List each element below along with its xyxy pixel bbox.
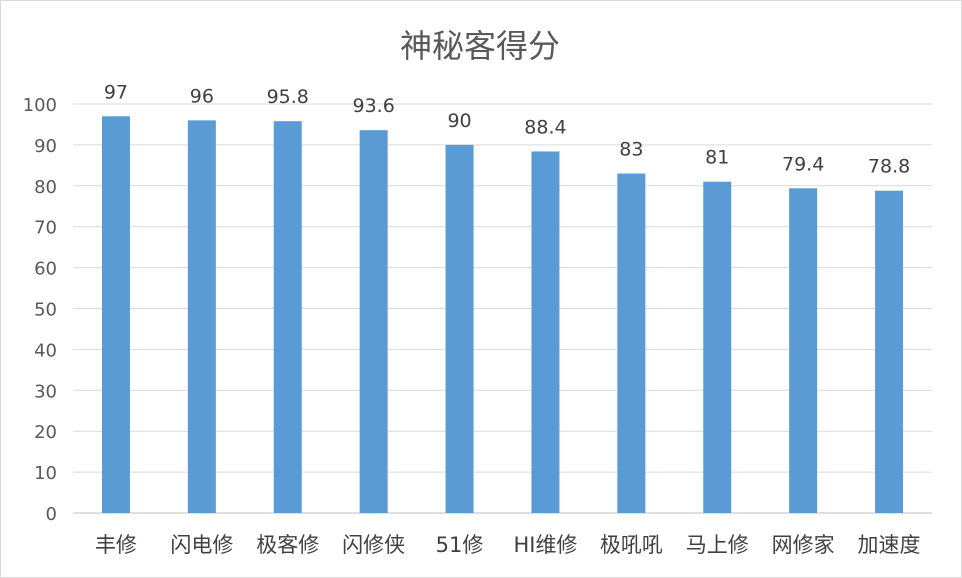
bar <box>875 190 904 513</box>
y-tick-label: 90 <box>34 136 57 157</box>
data-label: 78.8 <box>868 156 910 178</box>
x-tick-label: 丰修 <box>95 533 137 557</box>
y-tick-label: 60 <box>34 259 57 280</box>
data-label: 93.6 <box>352 95 394 117</box>
x-tick-label: 加速度 <box>858 533 921 557</box>
data-label: 97 <box>104 81 128 103</box>
data-label: 83 <box>619 139 643 161</box>
x-tick-label: 马上修 <box>686 533 749 557</box>
data-label: 96 <box>190 85 214 107</box>
y-tick-label: 50 <box>34 300 57 321</box>
bar <box>359 130 388 513</box>
chart-title: 神秘客得分 <box>400 27 560 65</box>
data-label: 81 <box>705 147 729 169</box>
bar <box>531 151 560 513</box>
x-tick-label: 极吼吼 <box>600 533 663 557</box>
y-tick-label: 80 <box>34 177 57 198</box>
bar <box>703 181 732 513</box>
x-tick-label: 闪电修 <box>170 533 233 557</box>
bar <box>187 120 216 514</box>
x-tick-label: 闪修侠 <box>342 533 405 557</box>
x-tick-label: 51修 <box>436 533 484 557</box>
bar <box>789 188 818 513</box>
y-tick-label: 100 <box>23 95 57 116</box>
y-tick-label: 40 <box>34 340 57 361</box>
y-tick-label: 10 <box>34 463 57 484</box>
data-label: 90 <box>447 110 471 132</box>
bar <box>445 144 474 513</box>
bar <box>617 173 646 513</box>
x-tick-label: HI维修 <box>513 533 577 557</box>
bar <box>273 121 302 513</box>
data-label: 79.4 <box>782 153 824 175</box>
data-label: 88.4 <box>524 116 566 138</box>
y-tick-label: 0 <box>46 504 57 525</box>
data-label: 95.8 <box>267 86 309 108</box>
x-tick-label: 极客修 <box>256 533 319 557</box>
y-tick-label: 20 <box>34 422 57 443</box>
bar <box>101 116 130 514</box>
x-tick-label: 网修家 <box>772 533 835 557</box>
y-tick-label: 30 <box>34 381 57 402</box>
y-tick-label: 70 <box>34 218 57 239</box>
